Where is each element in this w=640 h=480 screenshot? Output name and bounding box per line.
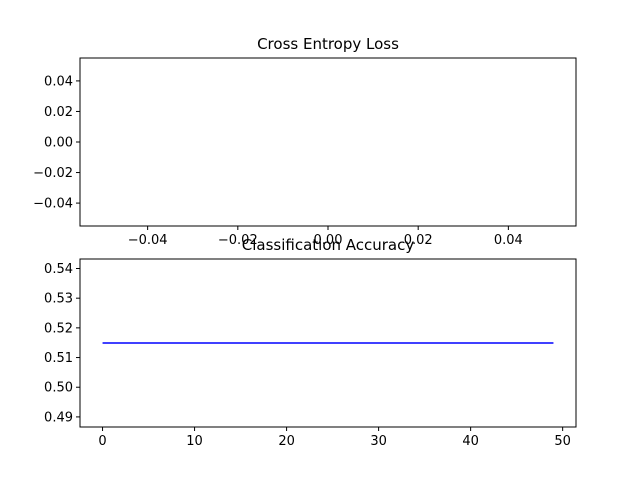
loss-y-tick-label: 0.04 — [44, 74, 73, 89]
accuracy-axes-frame — [79, 258, 577, 428]
accuracy-x-tick-label: 0 — [98, 434, 106, 449]
accuracy-x-tick-label: 10 — [186, 434, 203, 449]
accuracy-x-tick-label: 30 — [370, 434, 387, 449]
loss-y-tick-label: −0.02 — [33, 166, 73, 181]
loss-axes: −0.04 −0.02 0.00 0.02 0.04 −0.04 −0.02 0.00 0.02… — [33, 35, 577, 248]
loss-y-tick-label: 0.02 — [44, 105, 73, 120]
accuracy-y-tick-label: 0.51 — [44, 351, 73, 366]
loss-x-tick-label: 0.04 — [494, 233, 523, 248]
loss-axes-frame — [79, 57, 577, 227]
loss-y-tick-label: 0.00 — [44, 136, 73, 151]
loss-x-tick-label: −0.04 — [128, 233, 168, 248]
accuracy-y-tick-label: 0.50 — [44, 381, 73, 396]
loss-x-tick-label: −0.02 — [218, 233, 258, 248]
loss-chart-title: Cross Entropy Loss — [257, 35, 399, 53]
accuracy-axes: 0 10 20 30 40 50 0.49 0.50 0.51 0.52 0.53 0.54 Class… — [44, 236, 577, 449]
loss-x-tick-label: 0.00 — [314, 233, 343, 248]
accuracy-y-tick-label: 0.52 — [44, 321, 73, 336]
accuracy-y-tick-label: 0.49 — [44, 410, 73, 425]
accuracy-y-tick-label: 0.53 — [44, 292, 73, 307]
accuracy-chart-title: Classification Accuracy — [242, 236, 415, 254]
accuracy-y-tick-label: 0.54 — [44, 262, 73, 277]
accuracy-x-tick-label: 50 — [554, 434, 571, 449]
accuracy-x-tick-label: 20 — [278, 434, 295, 449]
accuracy-x-tick-label: 40 — [462, 434, 479, 449]
loss-x-tick-label: 0.02 — [404, 233, 433, 248]
loss-y-tick-label: −0.04 — [33, 197, 73, 212]
